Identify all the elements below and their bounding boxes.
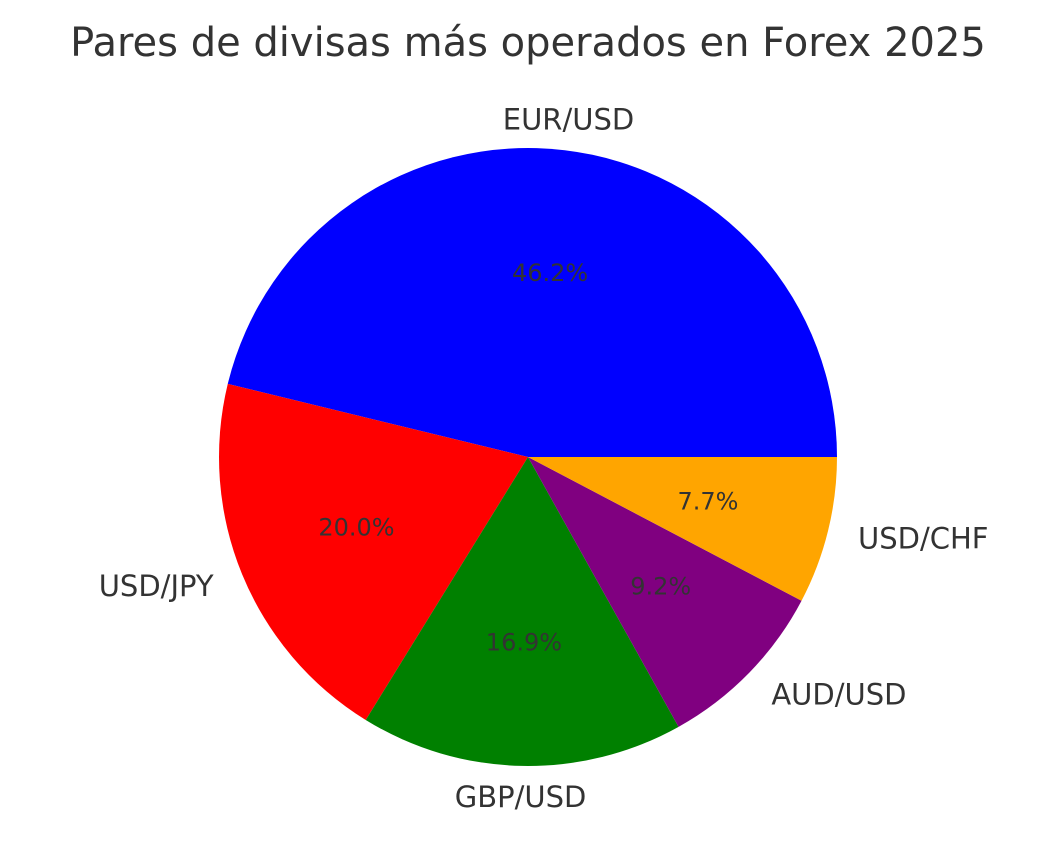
pie-slices	[218, 147, 837, 767]
pie-percent-labels: 46.2% 20.0% 16.9% 9.2% 7.7%	[318, 259, 738, 656]
slice-label: AUD/USD	[771, 677, 906, 711]
pie-slice-eur-usd	[227, 147, 837, 457]
percent-label: 16.9%	[486, 628, 562, 656]
slice-label: EUR/USD	[503, 103, 634, 137]
pie-slice-usd-chf	[528, 457, 837, 601]
slice-label: USD/JPY	[99, 569, 214, 603]
pie-slice-aud-usd	[528, 457, 802, 727]
percent-label: 46.2%	[512, 259, 588, 287]
pie-slice-labels: EUR/USD USD/JPY GBP/USD AUD/USD USD/CHF	[99, 103, 989, 814]
slice-label: USD/CHF	[858, 521, 988, 555]
pie-slice-usd-jpy	[218, 383, 528, 720]
slice-label: GBP/USD	[455, 780, 587, 814]
chart-title: Pares de divisas más operados en Forex 2…	[70, 20, 986, 66]
percent-label: 9.2%	[630, 572, 691, 600]
percent-label: 7.7%	[678, 487, 739, 515]
percent-label: 20.0%	[318, 513, 394, 541]
pie-slice-gbp-usd	[365, 457, 679, 767]
